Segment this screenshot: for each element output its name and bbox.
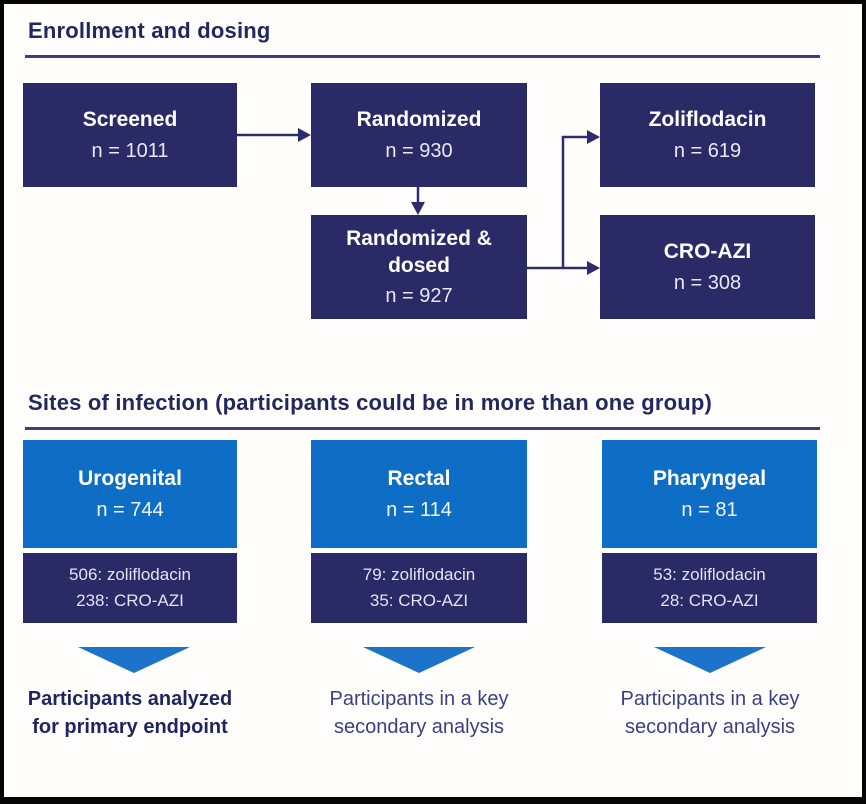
- arrow-dosed-to-cro-azi: [527, 261, 600, 275]
- flow-box-randomized-dosed-n: n = 927: [385, 284, 453, 307]
- site-box-rectal-label: Rectal: [387, 467, 451, 491]
- site-box-urogenital: Urogenital n = 744: [23, 440, 237, 548]
- flow-box-zoliflodacin: Zoliflodacin n = 619: [600, 83, 815, 187]
- flow-box-zoliflodacin-label: Zoliflodacin: [648, 108, 767, 132]
- note-rectal: Participants in a key secondary analysis: [329, 688, 509, 738]
- site-box-urogenital-n: n = 744: [96, 498, 164, 521]
- section-divider-sites: [25, 427, 820, 430]
- site-box-pharyngeal: Pharyngeal n = 81: [602, 440, 817, 548]
- flow-box-randomized-label: Randomized: [356, 108, 482, 132]
- site-box-rectal: Rectal n = 114: [311, 440, 527, 548]
- note-urogenital: Participants analyzed for primary endpoi…: [27, 688, 233, 738]
- arrow-branch-to-zoliflodacin: [561, 130, 600, 268]
- site-box-pharyngeal-label: Pharyngeal: [652, 467, 767, 491]
- note-pharyngeal: Participants in a key secondary analysis: [620, 688, 800, 738]
- site-breakdown-rectal: 79: zoliflodacin 35: CRO-AZI: [311, 553, 527, 623]
- pharyngeal-zoliflodacin-count: 53: zoliflodacin: [653, 564, 766, 584]
- urogenital-cro-azi-count: 238: CRO-AZI: [76, 591, 184, 610]
- arrow-screened-to-randomized: [237, 128, 311, 142]
- flow-box-randomized-dosed: Randomized & dosed n = 927: [311, 215, 527, 319]
- flow-box-screened-n: n = 1011: [91, 139, 169, 162]
- down-arrow-icon: [78, 647, 190, 673]
- section-title-enrollment: Enrollment and dosing: [28, 18, 271, 43]
- flow-box-zoliflodacin-n: n = 619: [673, 139, 742, 162]
- site-box-urogenital-label: Urogenital: [78, 467, 182, 491]
- flow-box-cro-azi: CRO-AZI n = 308: [600, 215, 815, 319]
- urogenital-zoliflodacin-count: 506: zoliflodacin: [69, 564, 191, 584]
- down-arrow-icon: [363, 647, 475, 673]
- arrow-randomized-to-dosed: [411, 187, 425, 215]
- flow-box-randomized-n: n = 930: [385, 139, 453, 162]
- flow-arrows: [237, 128, 600, 275]
- flow-box-screened-label: Screened: [82, 108, 178, 132]
- site-breakdown-urogenital: 506: zoliflodacin 238: CRO-AZI: [23, 553, 237, 623]
- pharyngeal-cro-azi-count: 28: CRO-AZI: [660, 591, 759, 610]
- site-box-rectal-n: n = 114: [386, 498, 452, 521]
- flow-box-randomized: Randomized n = 930: [311, 83, 527, 187]
- section-title-sites: Sites of infection (participants could b…: [28, 390, 713, 415]
- rectal-zoliflodacin-count: 79: zoliflodacin: [362, 564, 476, 584]
- site-box-pharyngeal-n: n = 81: [681, 498, 738, 521]
- flow-box-cro-azi-label: CRO-AZI: [663, 240, 752, 264]
- flow-box-cro-azi-n: n = 308: [673, 271, 742, 294]
- section-divider-enrollment: [25, 55, 820, 58]
- flow-box-randomized-dosed-label: Randomized & dosed: [346, 227, 492, 277]
- rectal-cro-azi-count: 35: CRO-AZI: [369, 591, 469, 610]
- flow-box-screened: Screened n = 1011: [23, 83, 237, 187]
- down-arrow-icon: [654, 647, 766, 673]
- site-breakdown-pharyngeal: 53: zoliflodacin 28: CRO-AZI: [602, 553, 817, 623]
